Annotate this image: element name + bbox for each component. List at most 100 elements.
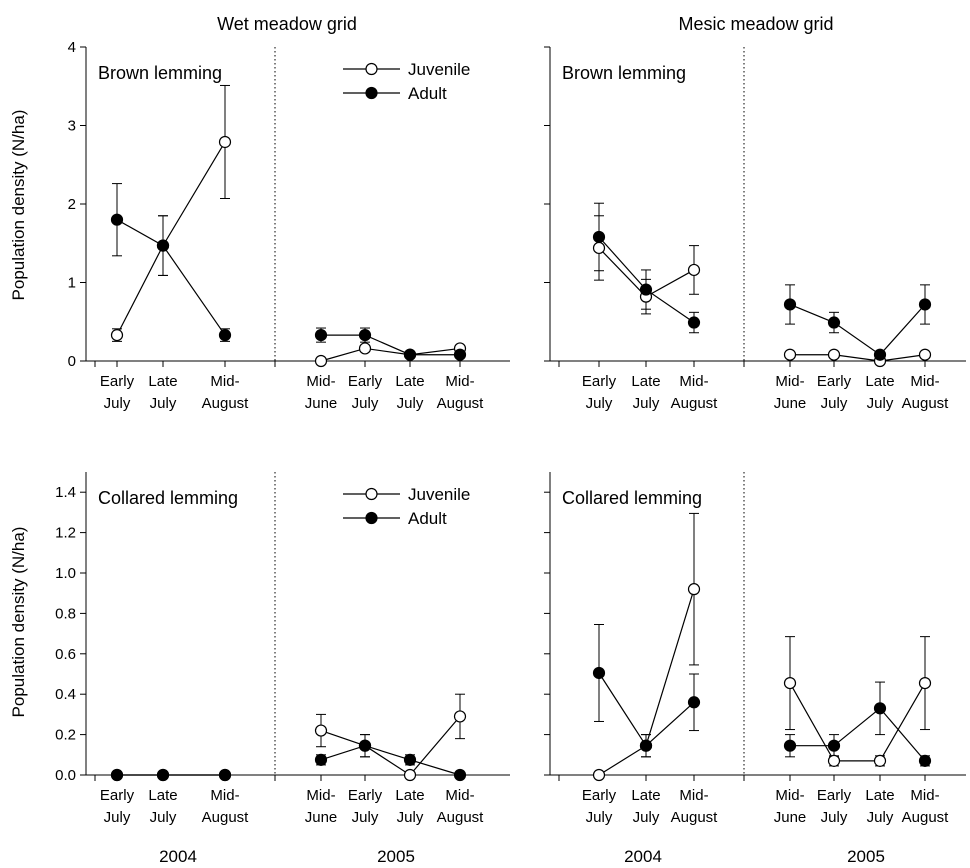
- data-point-juvenile: [827, 754, 841, 767]
- panel-wet-brown: 0 1 2 3 4 Population density (N/ha) Early July L…: [9, 39, 510, 412]
- data-point-adult: [639, 283, 653, 296]
- data-point-adult: [110, 768, 124, 782]
- panel-wet-collared: 0.0 0.2 0.4 0.6 0.8 1.0 1.2 1.4 Population densi…: [9, 472, 510, 826]
- panel-label: Brown lemming: [98, 63, 222, 83]
- x-tick-label: Early: [582, 373, 617, 390]
- data-point-adult: [314, 753, 328, 766]
- x-tick-label: July: [104, 395, 131, 412]
- x-tick-label: August: [902, 809, 950, 826]
- x-tick-label: Mid-: [910, 787, 939, 804]
- column-title-mesic: Mesic meadow grid: [678, 14, 833, 34]
- y-tick-label: 1: [68, 275, 76, 292]
- x-tick-label: July: [150, 809, 177, 826]
- data-point-adult: [453, 348, 467, 361]
- data-point-adult: [314, 328, 328, 342]
- data-point-juvenile: [918, 676, 932, 690]
- data-point-adult: [592, 230, 606, 244]
- x-tick-label: June: [305, 395, 338, 412]
- data-point-juvenile: [783, 348, 797, 361]
- data-point-juvenile: [314, 354, 328, 368]
- x-tick-label: July: [352, 395, 379, 412]
- series-line-juvenile: [320, 347, 461, 362]
- x-tick-label: Early: [100, 373, 135, 390]
- data-point-juvenile: [110, 328, 124, 342]
- panel-label: Brown lemming: [562, 63, 686, 83]
- x-tick-label: July: [352, 809, 379, 826]
- data-point-adult: [453, 768, 467, 782]
- data-point-adult: [918, 754, 932, 767]
- y-tick-label: 1.2: [55, 525, 76, 542]
- y-tick-label: 0.8: [55, 605, 76, 622]
- panel-mesic-collared: Early July Late July Mid- August Mid- June Early…: [544, 472, 966, 826]
- data-point-adult: [218, 328, 232, 342]
- data-point-adult: [783, 298, 797, 311]
- x-tick-label: Mid-: [210, 787, 239, 804]
- x-tick-label: August: [437, 395, 485, 412]
- x-tick-label: Early: [348, 787, 383, 804]
- x-tick-label: Mid-: [445, 787, 474, 804]
- x-tick-label: June: [774, 395, 807, 412]
- x-tick-label: June: [774, 809, 807, 826]
- x-tick-label: Early: [817, 787, 852, 804]
- x-tick-label: June: [305, 809, 338, 826]
- column-title-wet: Wet meadow grid: [217, 14, 357, 34]
- data-point-juvenile: [687, 263, 701, 277]
- year-label-right-2005: 2005: [847, 847, 885, 866]
- series-line-adult: [789, 303, 926, 356]
- data-point-juvenile: [918, 348, 932, 361]
- legend-label-adult: Adult: [408, 84, 447, 103]
- year-label-left-2004: 2004: [159, 847, 197, 866]
- series-line-juvenile: [116, 141, 226, 336]
- x-tick-label: July: [633, 395, 660, 412]
- data-point-juvenile: [827, 348, 841, 361]
- x-tick-label: August: [202, 809, 250, 826]
- x-tick-label: Late: [148, 373, 177, 390]
- data-point-adult: [639, 739, 653, 752]
- x-tick-label: July: [867, 809, 894, 826]
- legend-marker-juvenile: [365, 487, 378, 501]
- data-point-adult: [592, 666, 606, 680]
- y-tick-label: 0.6: [55, 646, 76, 663]
- y-tick-label: 0.0: [55, 767, 76, 784]
- legend-marker-juvenile: [365, 62, 378, 76]
- data-point-adult: [827, 739, 841, 752]
- x-tick-label: Late: [395, 787, 424, 804]
- year-label-left-2005: 2005: [377, 847, 415, 866]
- x-tick-label: Late: [148, 787, 177, 804]
- data-point-juvenile: [218, 135, 232, 149]
- data-point-adult: [358, 328, 372, 342]
- x-tick-label: July: [397, 809, 424, 826]
- series-line-adult: [321, 334, 460, 356]
- x-tick-label: Late: [865, 373, 894, 390]
- x-tick-label: July: [867, 395, 894, 412]
- x-tick-label: Late: [631, 373, 660, 390]
- x-tick-label: August: [671, 809, 719, 826]
- data-point-juvenile: [403, 768, 417, 782]
- x-tick-label: July: [821, 809, 848, 826]
- x-tick-label: Early: [348, 373, 383, 390]
- y-tick-label: 4: [68, 39, 76, 56]
- x-tick-label: July: [397, 395, 424, 412]
- x-tick-label: July: [150, 395, 177, 412]
- data-point-juvenile: [687, 583, 701, 596]
- legend-label-juvenile: Juvenile: [408, 485, 470, 504]
- x-tick-label: August: [902, 395, 950, 412]
- data-point-adult: [918, 298, 932, 311]
- x-tick-label: Mid-: [775, 373, 804, 390]
- x-tick-label: Mid-: [445, 373, 474, 390]
- x-tick-label: August: [202, 395, 250, 412]
- y-tick-label: 0.2: [55, 727, 76, 744]
- data-point-adult: [156, 239, 170, 252]
- y-tick-label: 0.4: [55, 686, 76, 703]
- data-point-adult: [156, 768, 170, 782]
- data-point-juvenile: [453, 710, 467, 723]
- y-tick-label: 0: [68, 353, 76, 370]
- series-line-adult: [790, 707, 926, 762]
- x-tick-label: Early: [100, 787, 135, 804]
- x-tick-label: Mid-: [679, 373, 708, 390]
- y-tick-label: 1.0: [55, 565, 76, 582]
- x-tick-label: August: [437, 809, 485, 826]
- data-point-juvenile: [592, 768, 606, 782]
- y-tick-label: 1.4: [55, 484, 76, 501]
- x-tick-label: Early: [582, 787, 617, 804]
